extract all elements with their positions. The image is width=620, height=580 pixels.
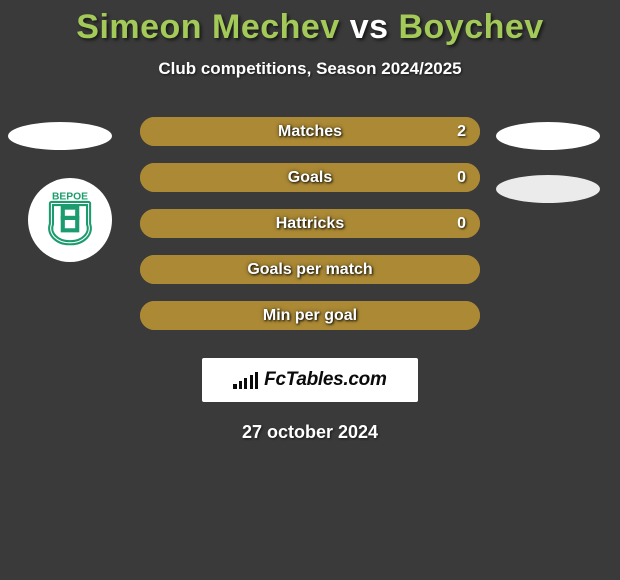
stat-row: Min per goal xyxy=(140,301,480,330)
chart-icon xyxy=(233,371,258,389)
stat-value-right: 0 xyxy=(457,215,466,233)
title-vs: vs xyxy=(350,8,389,46)
fctables-badge: FcTables.com xyxy=(202,358,418,402)
stat-value-right: 2 xyxy=(457,123,466,141)
stat-row: 0 Hattricks xyxy=(140,209,480,238)
stat-label: Goals xyxy=(288,169,332,187)
page-title: Simeon Mechev vs Boychev xyxy=(0,0,620,47)
chart-bar xyxy=(255,372,258,389)
stat-row: 2 Matches xyxy=(140,117,480,146)
date-line: 27 october 2024 xyxy=(0,422,620,443)
title-player2: Boychev xyxy=(398,8,543,46)
stat-label: Goals per match xyxy=(247,261,372,279)
stat-row: 0 Goals xyxy=(140,163,480,192)
stats-rows: 2 Matches 0 Goals 0 Hattricks Goals per match M… xyxy=(0,117,620,330)
chart-bar xyxy=(250,375,253,389)
chart-bar xyxy=(233,384,236,389)
comparison-card: Simeon Mechev vs Boychev Club competitio… xyxy=(0,0,620,580)
stat-label: Min per goal xyxy=(263,307,357,325)
stat-label: Matches xyxy=(278,123,342,141)
stat-label: Hattricks xyxy=(276,215,344,233)
subtitle: Club competitions, Season 2024/2025 xyxy=(0,59,620,79)
stat-value-right: 0 xyxy=(457,169,466,187)
fctables-text: FcTables.com xyxy=(264,369,386,391)
stat-row: Goals per match xyxy=(140,255,480,284)
chart-bar xyxy=(244,378,247,389)
chart-bar xyxy=(239,381,242,389)
title-player1: Simeon Mechev xyxy=(76,8,339,46)
